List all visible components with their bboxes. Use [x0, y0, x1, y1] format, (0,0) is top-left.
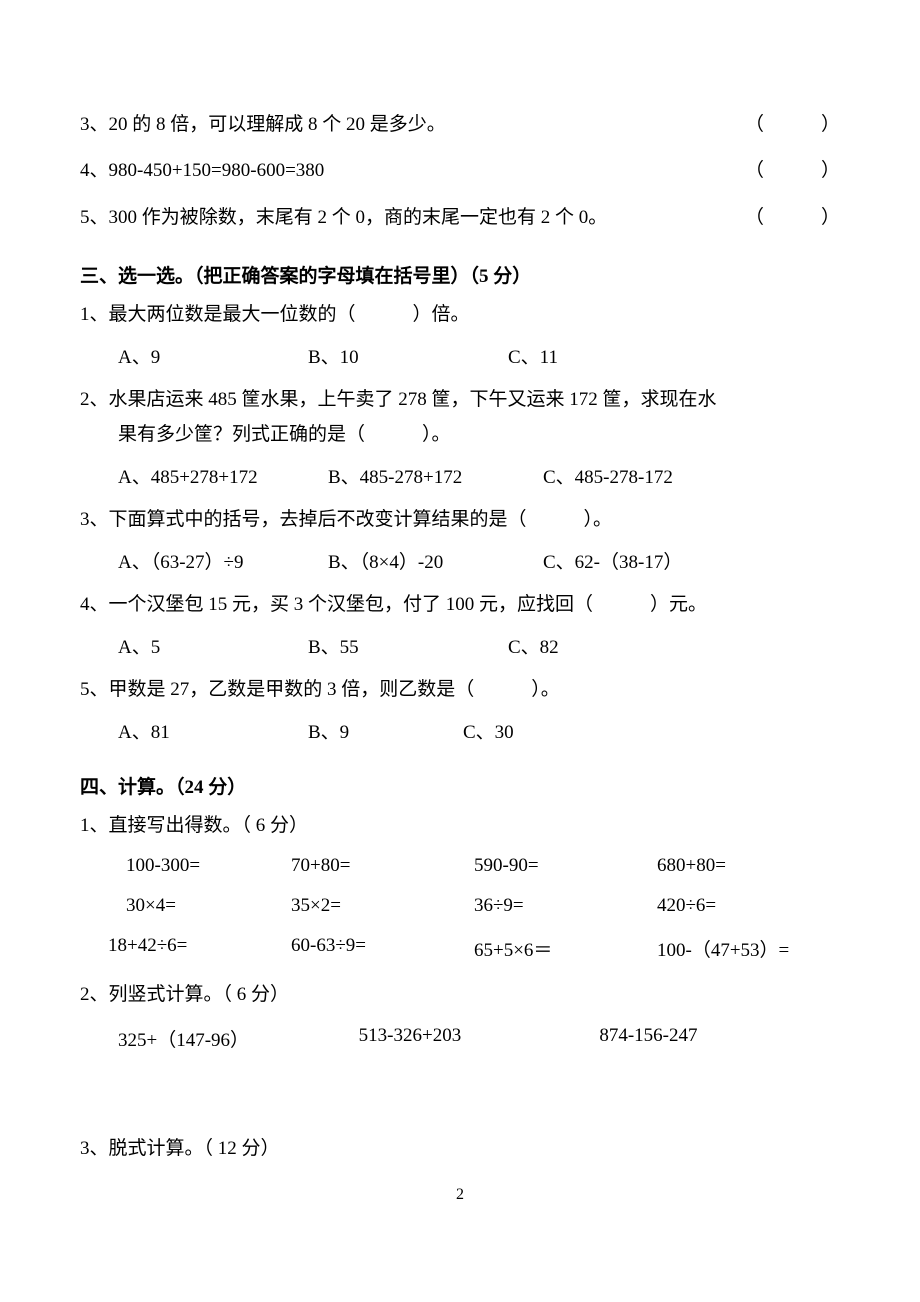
- section3-q4-opt-c: C、82: [508, 632, 559, 659]
- section3-q5-opt-b: B、9: [308, 717, 463, 744]
- section4-part1-title: 1、直接写出得数。（ 6 分）: [80, 809, 840, 843]
- section4-part2-grid: 325+（147-96） 513-326+203 874-156-247: [80, 1025, 840, 1052]
- judgment-q5-bracket: （ ）: [745, 203, 840, 233]
- judgment-q3-bracket: （ ）: [745, 110, 840, 140]
- section4-part3-title: 3、脱式计算。（ 12 分）: [80, 1132, 840, 1166]
- calc-item: 18+42÷6=: [108, 935, 291, 962]
- section3-q4-opt-a: A、5: [118, 632, 308, 659]
- calc-item: 65+5×6＝: [474, 935, 657, 962]
- section3-q4-options: A、5 B、55 C、82: [80, 632, 840, 659]
- calc-item: 60-63÷9=: [291, 935, 474, 962]
- calc-item: 590-90=: [474, 855, 657, 877]
- calc-item: 30×4=: [108, 895, 291, 917]
- section3-q1-options: A、9 B、10 C、11: [80, 342, 840, 369]
- section3-q2-opt-a: A、485+278+172: [118, 462, 328, 489]
- calc-item: 680+80=: [657, 855, 840, 877]
- calc-item: 70+80=: [291, 855, 474, 877]
- section3-q4: 4、一个汉堡包 15 元，买 3 个汉堡包，付了 100 元，应找回（ ）元。 …: [80, 588, 840, 659]
- calc-item: 513-326+203: [359, 1025, 600, 1052]
- section3-q2-text: 2、水果店运来 485 筐水果，上午卖了 278 筐，下午又运来 172 筐，求…: [80, 383, 840, 417]
- section3-q4-text: 4、一个汉堡包 15 元，买 3 个汉堡包，付了 100 元，应找回（ ）元。: [80, 588, 840, 622]
- calc-item: 100-（47+53）=: [657, 935, 840, 962]
- calc-item: 420÷6=: [657, 895, 840, 917]
- calc-item: 325+（147-96）: [118, 1025, 359, 1052]
- section4-part1-grid: 100-300= 70+80= 590-90= 680+80= 30×4= 35…: [80, 855, 840, 962]
- judgment-q4-bracket: （ ）: [745, 156, 840, 186]
- section3-q3-opt-c: C、62-（38-17）: [543, 547, 682, 574]
- section3-header: 三、选一选。（把正确答案的字母填在括号里）（5 分）: [80, 261, 840, 288]
- page-number: 2: [80, 1186, 840, 1204]
- section3-q5: 5、甲数是 27，乙数是甲数的 3 倍，则乙数是（ ）。 A、81 B、9 C、…: [80, 673, 840, 744]
- section3-q2: 2、水果店运来 485 筐水果，上午卖了 278 筐，下午又运来 172 筐，求…: [80, 383, 840, 488]
- section3-q3-text: 3、下面算式中的括号，去掉后不改变计算结果的是（ ）。: [80, 503, 840, 537]
- section3-q5-text: 5、甲数是 27，乙数是甲数的 3 倍，则乙数是（ ）。: [80, 673, 840, 707]
- judgment-q5-text: 5、300 作为被除数，末尾有 2 个 0，商的末尾一定也有 2 个 0。: [80, 203, 607, 233]
- section3-q1-opt-c: C、11: [508, 342, 558, 369]
- section3-q5-opt-a: A、81: [118, 717, 308, 744]
- section3-q5-opt-c: C、30: [463, 717, 514, 744]
- section3-q1: 1、最大两位数是最大一位数的（ ）倍。 A、9 B、10 C、11: [80, 298, 840, 369]
- section3-q2-opt-c: C、485-278-172: [543, 462, 673, 489]
- section3-q1-text: 1、最大两位数是最大一位数的（ ）倍。: [80, 298, 840, 332]
- document-page: 3、20 的 8 倍，可以理解成 8 个 20 是多少。 （ ） 4、980-4…: [0, 0, 920, 1244]
- calc-item: 100-300=: [108, 855, 291, 877]
- section3-q3-opt-b: B、（8×4）-20: [328, 547, 543, 574]
- section3-q3-opt-a: A、（63-27）÷9: [118, 547, 328, 574]
- judgment-q4-text: 4、980-450+150=980-600=380: [80, 156, 324, 186]
- section3-q3: 3、下面算式中的括号，去掉后不改变计算结果的是（ ）。 A、（63-27）÷9 …: [80, 503, 840, 574]
- calc-item: 35×2=: [291, 895, 474, 917]
- judgment-q3: 3、20 的 8 倍，可以理解成 8 个 20 是多少。 （ ）: [80, 110, 840, 140]
- judgment-q3-text: 3、20 的 8 倍，可以理解成 8 个 20 是多少。: [80, 110, 446, 140]
- section3-q1-opt-a: A、9: [118, 342, 308, 369]
- calc-item: 874-156-247: [599, 1025, 840, 1052]
- section3-q2-opt-b: B、485-278+172: [328, 462, 543, 489]
- section3-q4-opt-b: B、55: [308, 632, 508, 659]
- judgment-q4: 4、980-450+150=980-600=380 （ ）: [80, 156, 840, 186]
- section4-header: 四、计算。（24 分）: [80, 772, 840, 799]
- judgment-q5: 5、300 作为被除数，末尾有 2 个 0，商的末尾一定也有 2 个 0。 （ …: [80, 203, 840, 233]
- section3-q3-options: A、（63-27）÷9 B、（8×4）-20 C、62-（38-17）: [80, 547, 840, 574]
- section4-part2-title: 2、列竖式计算。（ 6 分）: [80, 978, 840, 1012]
- calc-item: 36÷9=: [474, 895, 657, 917]
- section3-q2-sub: 果有多少筐？列式正确的是（ ）。: [80, 418, 840, 452]
- section3-q5-options: A、81 B、9 C、30: [80, 717, 840, 744]
- section3-q1-opt-b: B、10: [308, 342, 508, 369]
- section3-q2-options: A、485+278+172 B、485-278+172 C、485-278-17…: [80, 462, 840, 489]
